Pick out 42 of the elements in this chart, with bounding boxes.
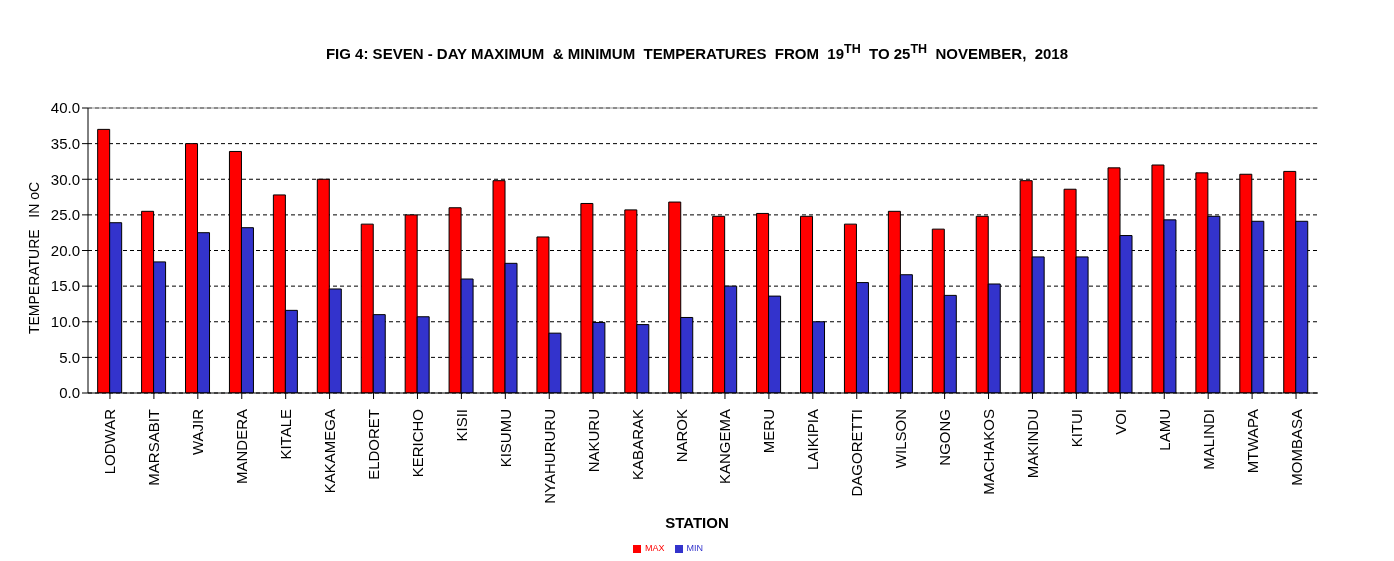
- x-tick-label: KISII: [452, 409, 470, 442]
- x-tick-label: KABARAK: [628, 409, 646, 480]
- x-tick-label: NYAHURURU: [540, 409, 558, 504]
- x-tick-label: WAJIR: [189, 408, 207, 456]
- x-tick-label: KANGEMA: [716, 409, 734, 485]
- x-tick-label: MARSABIT: [145, 409, 163, 486]
- x-tick-label: LAIKIPIA: [804, 409, 822, 470]
- y-tick-label: 30.0: [50, 170, 80, 188]
- x-tick-label: KISUMU: [496, 409, 514, 468]
- legend-label: MIN: [686, 543, 703, 553]
- x-tick-label: MOMBASA: [1287, 409, 1305, 486]
- y-tick-label: 5.0: [59, 348, 80, 366]
- x-tick-label: DAGORETTI: [848, 409, 866, 497]
- x-tick-label: WILSON: [892, 409, 910, 469]
- x-tick-label: LAMU: [1155, 409, 1173, 451]
- x-tick-label: MTWAPA: [1243, 409, 1261, 474]
- y-tick-label: 35.0: [50, 134, 80, 152]
- chart-title: FIG 4: SEVEN - DAY MAXIMUM & MINIMUM TEMPERATURES FROM 19$^{TH}$ TO 25$^{TH}$ NOVEMBER, 2018: [324, 42, 1070, 62]
- x-tick-label: NAKURU: [584, 409, 602, 473]
- x-tick-label: MAKINDU: [1023, 409, 1041, 479]
- y-tick-label: 0.0: [59, 384, 80, 402]
- legend-label: MAX: [644, 543, 665, 553]
- x-tick-label: MALINDI: [1199, 409, 1217, 470]
- x-tick-label: KERICHO: [408, 409, 426, 478]
- x-tick-label: KITALE: [277, 409, 295, 460]
- y-tick-label: 40.0: [50, 99, 80, 117]
- x-tick-label: NGONG: [936, 409, 954, 466]
- x-axis-title: STATION: [664, 514, 730, 531]
- x-tick-label: VOI: [1111, 409, 1129, 435]
- x-tick-label: MANDERA: [233, 409, 251, 485]
- x-tick-label: LODWAR: [101, 408, 119, 475]
- y-tick-label: 25.0: [50, 206, 80, 224]
- x-tick-label: MACHAKOS: [980, 409, 998, 495]
- y-tick-label: 15.0: [50, 277, 80, 295]
- y-tick-label: 20.0: [50, 241, 80, 259]
- x-tick-label: ELDORET: [365, 409, 383, 480]
- y-axis-title: TEMPERATURE IN oC: [26, 181, 42, 335]
- x-tick-label: MERU: [760, 409, 778, 454]
- x-tick-label: KITUI: [1067, 409, 1085, 448]
- y-tick-label: 10.0: [50, 313, 80, 331]
- x-tick-label: NAROK: [672, 409, 690, 463]
- x-tick-label: KAKAMEGA: [321, 409, 339, 494]
